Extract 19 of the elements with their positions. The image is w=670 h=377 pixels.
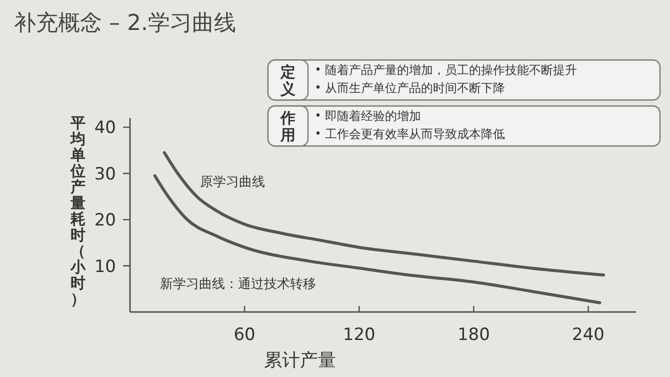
annotation: 即随着经验的增加 — [325, 109, 421, 123]
text-box: 定义 随着产品产量的增加，员工的操作技能不断提升 从而生产单位产品的时间不断下降 — [267, 59, 661, 101]
y-tick-label: 30 — [94, 164, 116, 184]
x-tick-label: 120 — [342, 325, 376, 345]
x-tick-label: 180 — [457, 325, 490, 345]
annotation: 作用 — [280, 109, 296, 144]
y-tick-label: 20 — [94, 210, 116, 231]
x-tick-label: 60 — [234, 325, 256, 345]
y-tick-label: 40 — [94, 118, 116, 138]
x-axis-title: 累计产量 — [264, 350, 336, 371]
text: 平均单位产量耗时（小时） — [70, 114, 86, 308]
y-tick-label: 10 — [94, 256, 116, 277]
line-series — [162, 151, 606, 277]
chart-title: 补充概念 – 2.学习曲线 — [14, 11, 236, 36]
x-tick-label: 240 — [572, 325, 604, 345]
series-label: 原学习曲线 — [200, 175, 265, 190]
line-series — [153, 174, 602, 304]
series-label: 新学习曲线：通过技术转移 — [160, 277, 316, 292]
annotation: 工作会更有效率从而导致成本降低 — [325, 127, 505, 141]
